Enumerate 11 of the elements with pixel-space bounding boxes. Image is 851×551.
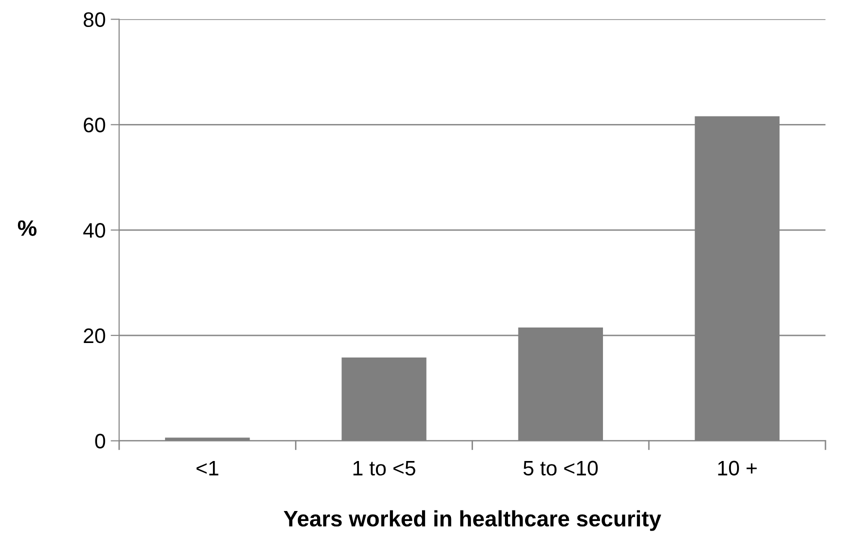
y-tick-label: 40 bbox=[83, 223, 106, 238]
x-tick-label: <1 bbox=[196, 461, 218, 476]
y-tick-label: 20 bbox=[84, 328, 106, 344]
y-axis-title: % bbox=[18, 220, 37, 236]
x-tick-label: 10 + bbox=[718, 460, 757, 476]
y-tick-label: 80 bbox=[84, 12, 106, 28]
x-tick-label: 5 to <10 bbox=[523, 460, 598, 476]
y-tick-label: 0 bbox=[95, 434, 106, 449]
y-tick-label: 60 bbox=[84, 118, 106, 132]
x-axis-title: Years worked in healthcare security bbox=[284, 510, 662, 531]
x-tick-label: 1 to <5 bbox=[353, 461, 416, 476]
